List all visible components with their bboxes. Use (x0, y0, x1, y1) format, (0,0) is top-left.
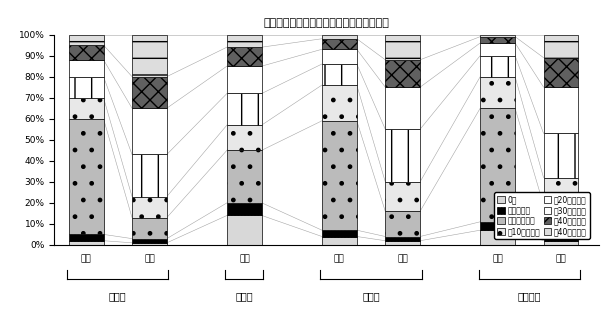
Bar (322, 230, 357, 236)
Bar (227, 94, 262, 125)
Bar (227, 47, 262, 66)
Bar (69, 119, 103, 234)
Bar (322, 121, 357, 230)
Bar (480, 35, 515, 37)
Bar (227, 215, 262, 245)
Bar (227, 66, 262, 94)
Bar (385, 182, 420, 211)
Bar (480, 230, 515, 245)
Bar (322, 35, 357, 39)
Bar (69, 60, 103, 77)
Bar (480, 108, 515, 222)
Text: 中学校: 中学校 (362, 291, 380, 301)
Bar (543, 35, 578, 58)
Bar (132, 35, 167, 77)
Text: 小学校: 小学校 (235, 291, 253, 301)
Bar (69, 241, 103, 245)
Bar (385, 129, 420, 182)
Bar (132, 243, 167, 245)
Bar (385, 211, 420, 236)
Bar (227, 203, 262, 215)
Bar (480, 37, 515, 43)
Text: 高等学校: 高等学校 (517, 291, 541, 301)
Bar (322, 49, 357, 64)
Bar (322, 236, 357, 245)
Bar (69, 45, 103, 60)
Bar (543, 133, 578, 178)
Bar (385, 60, 420, 87)
Bar (385, 236, 420, 241)
Bar (480, 77, 515, 108)
Bar (132, 77, 167, 108)
Bar (322, 39, 357, 49)
Bar (385, 87, 420, 129)
Bar (132, 108, 167, 154)
Bar (543, 241, 578, 245)
Bar (227, 35, 262, 47)
Bar (132, 218, 167, 239)
Bar (543, 87, 578, 133)
Bar (480, 222, 515, 230)
Bar (132, 154, 167, 197)
Bar (543, 58, 578, 87)
Text: 幼稚園: 幼稚園 (109, 291, 126, 301)
Bar (480, 56, 515, 77)
Bar (543, 205, 578, 234)
Bar (543, 178, 578, 205)
Bar (322, 64, 357, 85)
Bar (132, 197, 167, 218)
Bar (385, 241, 420, 245)
Bar (480, 43, 515, 56)
Bar (69, 98, 103, 119)
Bar (322, 85, 357, 121)
Bar (132, 239, 167, 243)
Bar (69, 35, 103, 45)
Bar (385, 35, 420, 60)
Bar (543, 234, 578, 241)
Title: 図８－３　芸術文化活動の金額分布の状況: 図８－３ 芸術文化活動の金額分布の状況 (264, 18, 390, 28)
Bar (227, 125, 262, 150)
Legend: 0円, １万円未満, 〜５万円未満, 〜10万円未満, 〜20万円未満, 〜30万円未満, 〜40万円未満, 〜40万円以上: 0円, １万円未満, 〜５万円未満, 〜10万円未満, 〜20万円未満, 〜30… (494, 192, 590, 239)
Bar (69, 234, 103, 241)
Bar (69, 77, 103, 98)
Bar (227, 150, 262, 203)
